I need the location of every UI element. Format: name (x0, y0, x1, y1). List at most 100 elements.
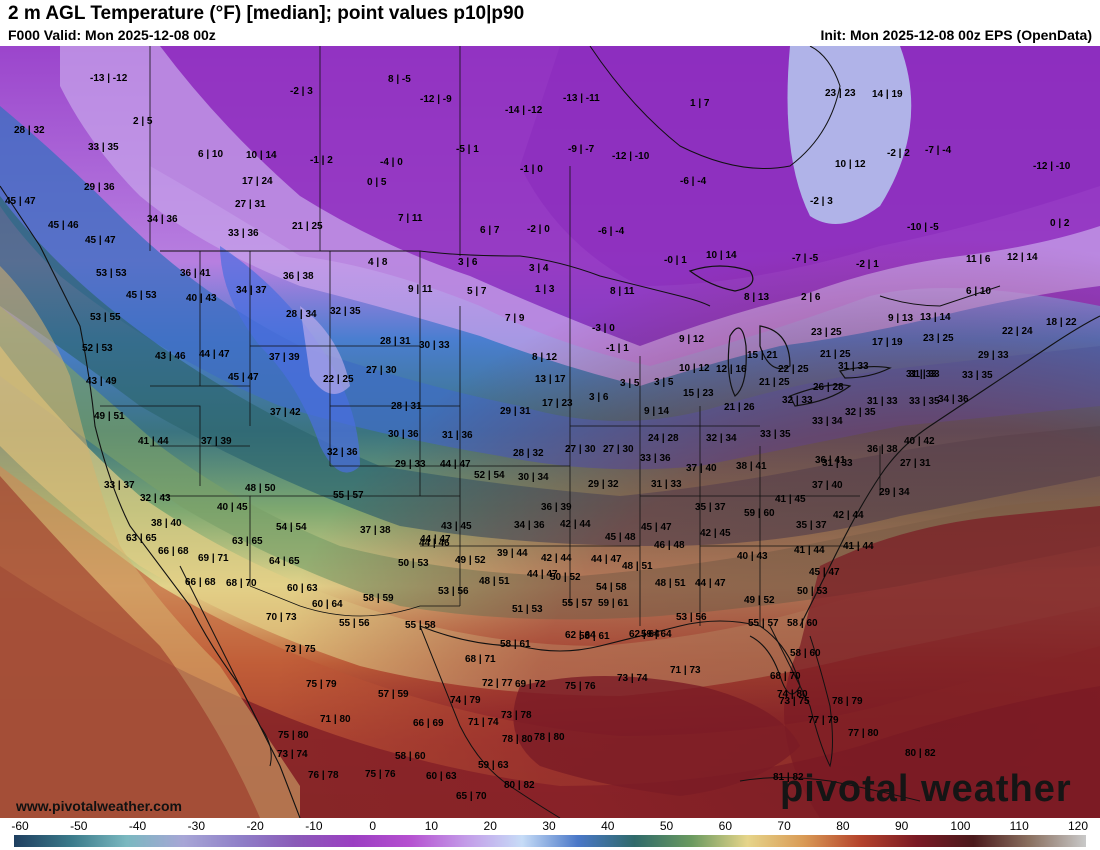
point-value-label: 42 | 44 (560, 519, 591, 530)
colorbar-tick-label: -10 (305, 819, 323, 833)
point-value-label: 28 | 34 (286, 309, 317, 320)
point-value-label: 59 | 64 (641, 629, 672, 640)
point-value-label: 29 | 34 (879, 487, 910, 498)
point-value-label: 77 | 80 (848, 728, 879, 739)
point-value-label: 71 | 80 (320, 714, 351, 725)
point-value-label: 8 | -5 (388, 74, 411, 85)
point-value-label: 1 | 7 (690, 98, 710, 109)
point-value-label: 53 | 56 (676, 612, 707, 623)
point-value-label: 33 | 36 (640, 453, 671, 464)
point-value-label: 75 | 80 (278, 730, 309, 741)
point-value-label: 48 | 51 (479, 576, 510, 587)
point-value-label: 3 | 4 (529, 263, 549, 274)
point-value-label: 69 | 72 (515, 679, 546, 690)
point-value-label: 31 | 33 (822, 458, 853, 469)
point-value-label: 14 | 19 (872, 89, 903, 100)
point-value-label: 28 | 32 (14, 125, 45, 136)
point-value-label: 44 | 47 (440, 459, 471, 470)
point-value-label: 46 | 48 (654, 540, 685, 551)
point-value-label: 78 | 79 (832, 696, 863, 707)
point-value-label: 0 | 5 (367, 177, 387, 188)
point-value-label: -6 | -4 (680, 176, 707, 187)
point-value-label: 45 | 47 (85, 235, 116, 246)
point-value-label: 15 | 23 (683, 388, 714, 399)
point-value-label: 73 | 78 (501, 710, 532, 721)
point-value-label: 58 | 60 (787, 618, 818, 629)
point-value-label: 32 | 35 (330, 306, 361, 317)
colorbar-labels: -60 -50 -40 -30 -20 -10 0 10 20 30 40 50 60 70 80 90 100… (0, 818, 1100, 834)
point-value-label: 8 | 11 (610, 286, 635, 297)
point-value-label: 49 | 52 (455, 555, 486, 566)
point-value-label: 31 | 36 (442, 430, 473, 441)
point-value-label: 29 | 31 (500, 406, 531, 417)
point-value-label: 52 | 54 (474, 470, 505, 481)
point-value-label: 58 | 61 (500, 639, 531, 650)
point-value-label: 64 | 65 (269, 556, 300, 567)
point-value-label: 33 | 35 (962, 370, 993, 381)
point-value-label: 75 | 76 (565, 681, 596, 692)
header: 2 m AGL Temperature (°F) [median]; point… (0, 0, 1100, 46)
point-value-label: 43 | 49 (86, 376, 117, 387)
brand-logo: pivotal weather (780, 768, 1072, 810)
point-value-label: 60 | 63 (287, 583, 318, 594)
colorbar-tick-label: 120 (1067, 819, 1089, 833)
point-value-label: 45 | 48 (605, 532, 636, 543)
point-value-label: 28 | 31 (380, 336, 411, 347)
point-value-label: 68 | 70 (770, 671, 801, 682)
temperature-map[interactable]: -13 | -12 -2 | 3 8 | -5 -12 | -9 -14 | -12 -1… (0, 46, 1100, 818)
colorbar-tick-label: 40 (601, 819, 615, 833)
point-value-label: 41 | 44 (794, 545, 825, 556)
point-value-label: 31 | 33 (838, 361, 869, 372)
valid-time: F000 Valid: Mon 2025-12-08 00z (8, 27, 216, 43)
point-value-label: 3 | 5 (620, 378, 640, 389)
point-value-label: 10 | 14 (246, 150, 277, 161)
point-value-label: 66 | 68 (185, 577, 216, 588)
colorbar-tick-label: 50 (659, 819, 674, 833)
point-value-label: 48 | 51 (655, 578, 686, 589)
point-value-label: 21 | 26 (724, 402, 755, 413)
point-value-label: 37 | 42 (270, 407, 301, 418)
point-value-label: 34 | 36 (938, 394, 969, 405)
colorbar-strip (14, 835, 1086, 847)
point-value-label: 51 | 53 (512, 604, 543, 615)
point-value-label: 21 | 25 (759, 377, 790, 388)
point-value-label: 38 | 41 (736, 461, 767, 472)
point-value-label: 23 | 25 (811, 327, 842, 338)
point-value-label: 43 | 45 (441, 521, 472, 532)
point-value-label: 9 | 11 (408, 284, 433, 295)
point-value-label: 68 | 70 (226, 578, 257, 589)
point-value-label: -14 | -12 (505, 105, 543, 116)
colorbar-tick-label: 110 (1009, 819, 1029, 833)
point-value-label: 73 | 75 (285, 644, 316, 655)
map-canvas: -13 | -12 -2 | 3 8 | -5 -12 | -9 -14 | -12 -1… (0, 46, 1100, 818)
colorbar-tick-label: 90 (894, 819, 909, 833)
point-value-label: 60 | 63 (426, 771, 457, 782)
point-value-label: 9 | 13 (888, 313, 913, 324)
point-value-label: 13 | 14 (920, 312, 951, 323)
point-value-label: 35 | 37 (695, 502, 726, 513)
point-value-label: 40 | 43 (737, 551, 768, 562)
point-value-label: 32 | 34 (706, 433, 737, 444)
point-value-label: 43 | 46 (155, 351, 186, 362)
point-value-label: 44 | 47 (527, 569, 558, 580)
point-value-label: 65 | 70 (456, 791, 487, 802)
site-url: www.pivotalweather.com (16, 798, 182, 814)
point-value-label: 12 | 14 (1007, 252, 1038, 263)
point-value-label: 80 | 82 (905, 748, 936, 759)
point-value-label: 75 | 79 (306, 679, 337, 690)
point-value-label: 6 | 10 (966, 286, 991, 297)
point-value-label: 45 | 47 (228, 372, 259, 383)
point-value-label: 55 | 57 (748, 618, 779, 629)
point-value-label: 7 | 11 (398, 213, 423, 224)
point-value-label: -2 | 3 (290, 86, 313, 97)
point-value-label: -2 | 3 (810, 196, 833, 207)
point-value-label: 44 | 47 (591, 554, 622, 565)
point-value-label: 27 | 30 (565, 444, 596, 455)
point-value-label: 41 | 44 (843, 541, 874, 552)
point-value-label: 27 | 30 (366, 365, 397, 376)
point-value-label: 45 | 47 (641, 522, 672, 533)
point-value-label: 27 | 31 (235, 199, 266, 210)
point-value-label: 2 | 6 (801, 292, 821, 303)
point-value-label: 49 | 52 (744, 595, 775, 606)
point-value-label: 80 | 82 (504, 780, 535, 791)
